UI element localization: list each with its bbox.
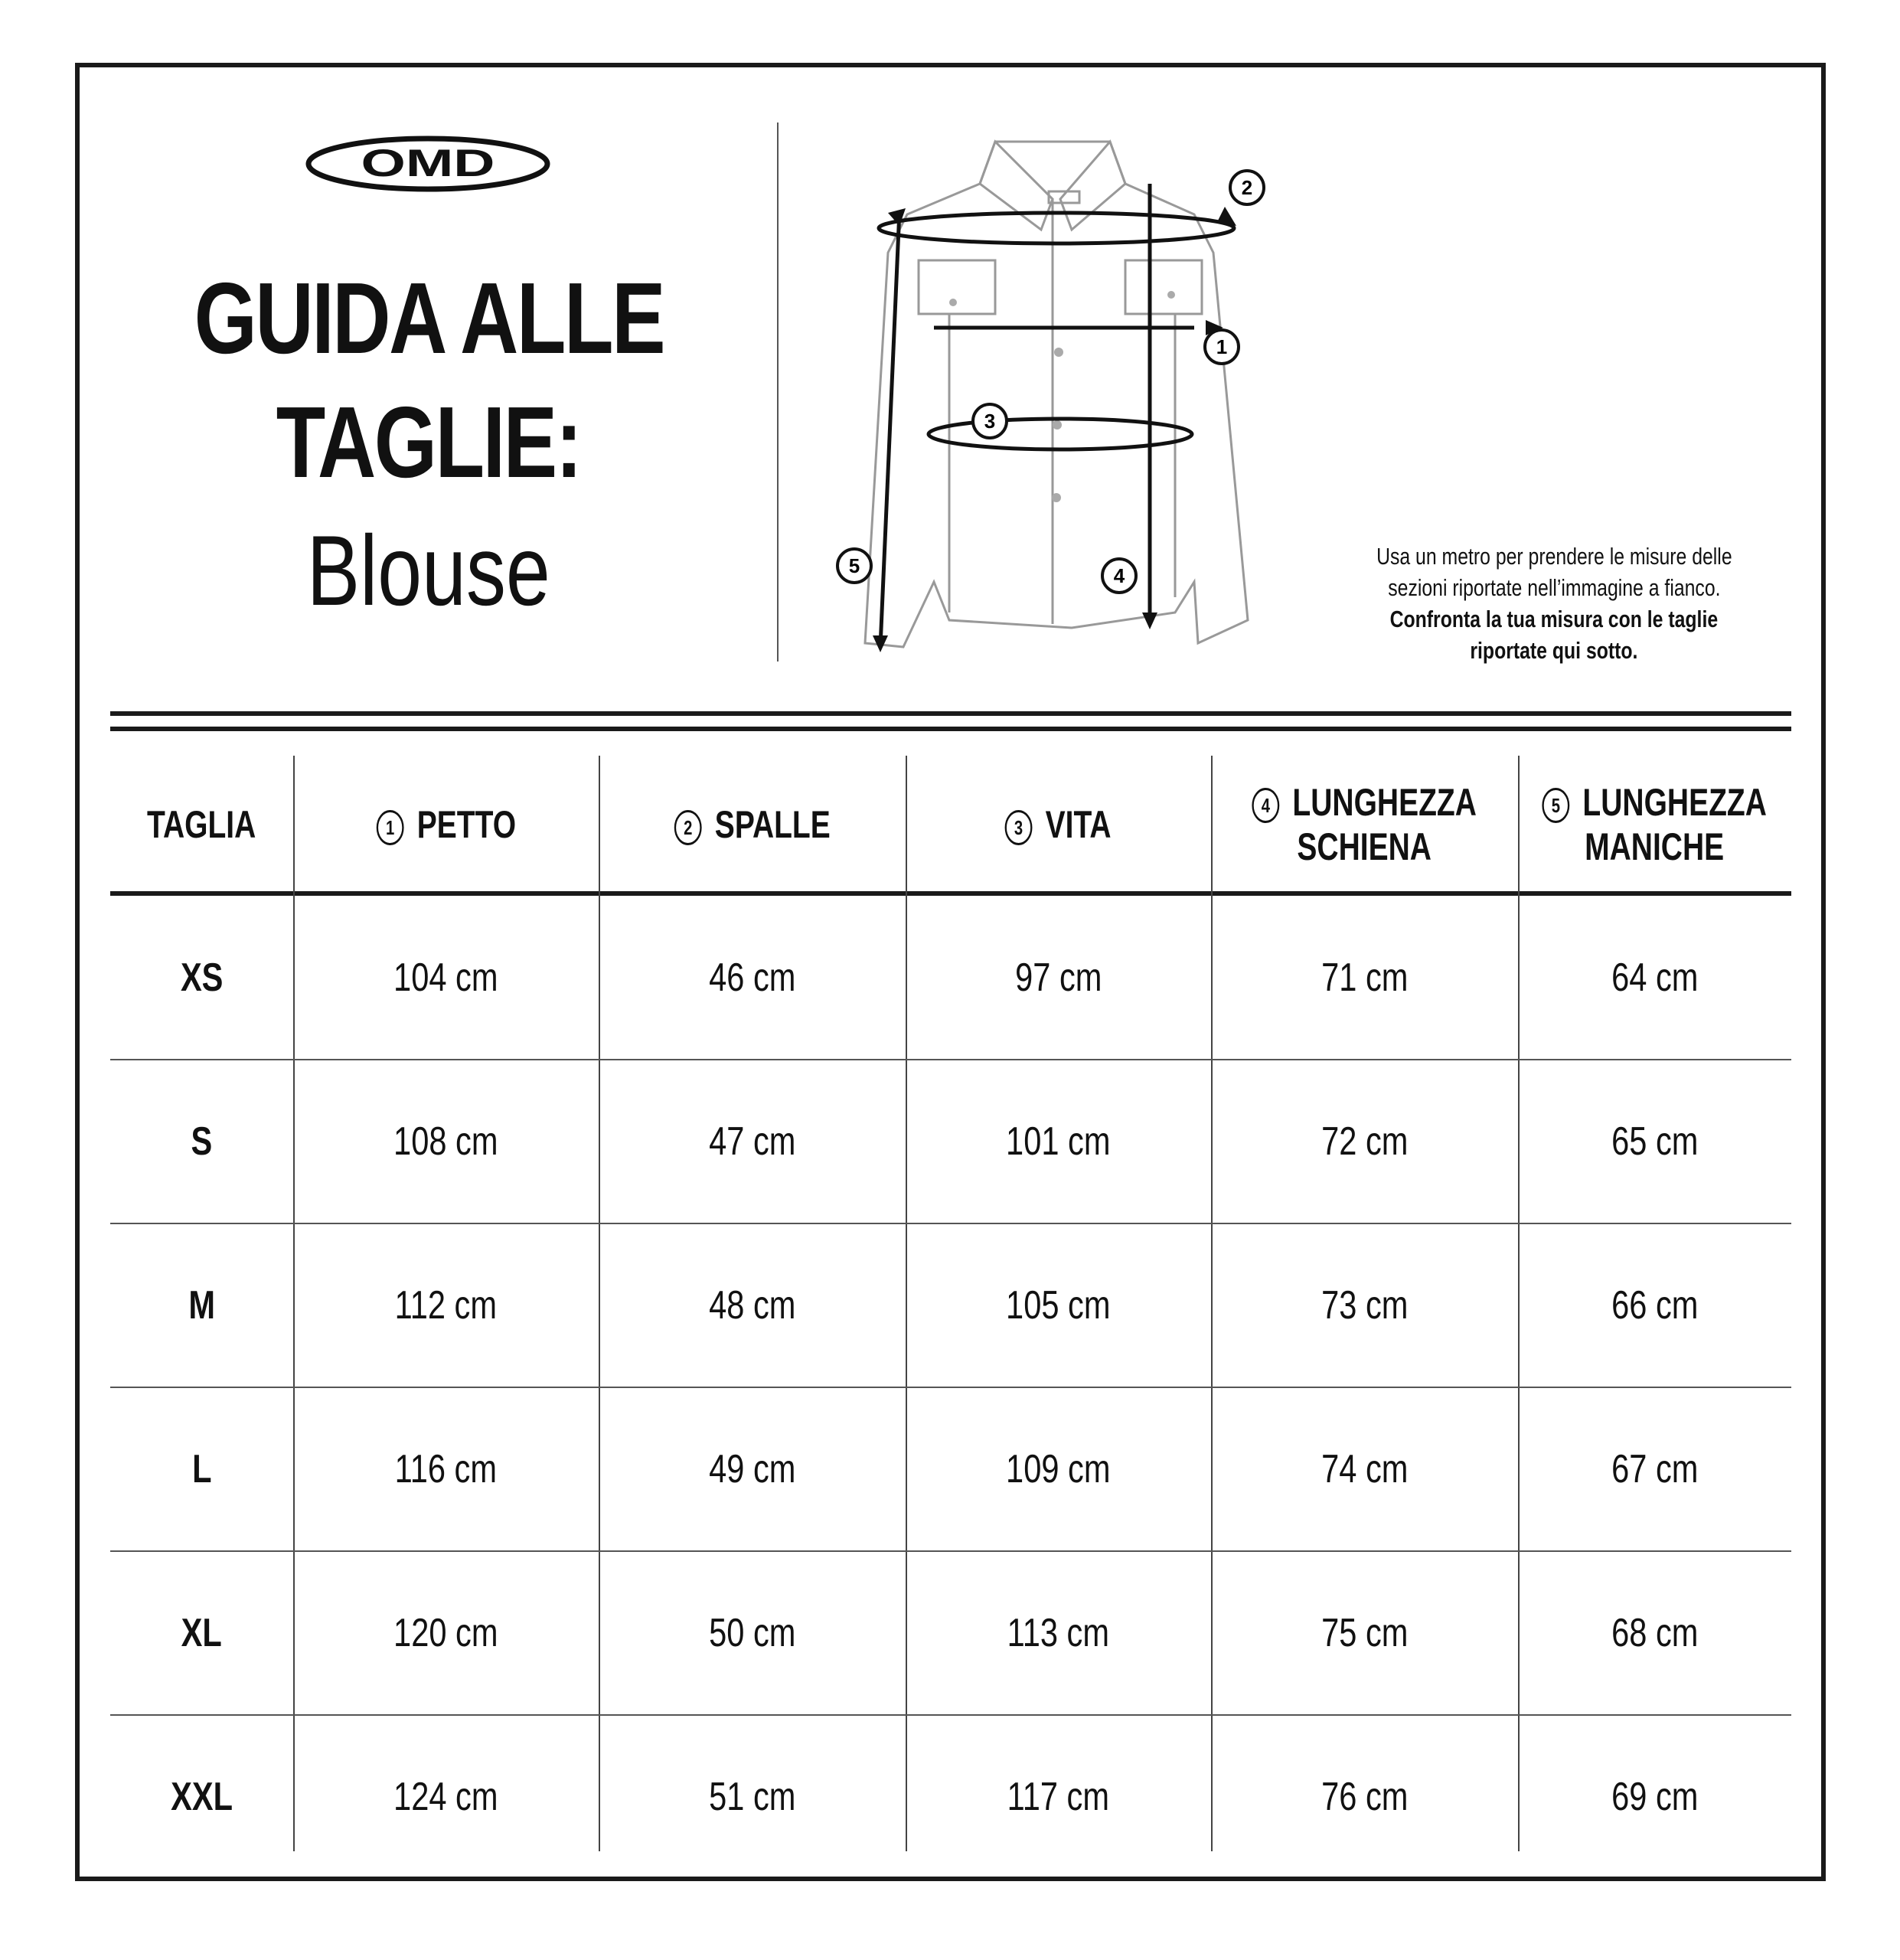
measurement-cell: 74 cm: [1321, 1447, 1409, 1491]
marker-3-icon: 3: [1005, 809, 1033, 845]
measurement-cell: 120 cm: [393, 1611, 498, 1655]
instruction-line: Usa un metro per prendere le misure dell…: [1376, 543, 1732, 570]
column-header: 3 VITA: [906, 756, 1211, 893]
measurement-cell: 47 cm: [708, 1119, 796, 1164]
measurement-cell: 51 cm: [708, 1775, 796, 1819]
measurement-cell: 104 cm: [393, 956, 498, 1000]
marker-3-icon: 3: [971, 403, 1008, 439]
measurement-arrows: [877, 184, 1236, 648]
marker-5-icon: 5: [1542, 787, 1570, 823]
marker-2-icon: 2: [1229, 169, 1265, 206]
marker-1-icon: 1: [376, 809, 404, 845]
measurement-cell: 65 cm: [1611, 1119, 1699, 1164]
instruction-line: sezioni riportate nell’immagine a fianco…: [1387, 574, 1721, 601]
marker-4-icon: 4: [1101, 557, 1138, 594]
shirt-buttons: [949, 291, 1175, 502]
size-label: L: [191, 1447, 212, 1491]
size-label: XS: [180, 956, 224, 1000]
marker-2-icon: 2: [674, 809, 702, 845]
marker-5-icon: 5: [836, 547, 873, 584]
measurement-cell: 101 cm: [1006, 1119, 1111, 1164]
column-header-label: SPALLE: [714, 803, 831, 846]
instruction-line-bold: riportate qui sotto.: [1470, 637, 1638, 664]
svg-text:5: 5: [849, 554, 860, 577]
measurement-cell: 112 cm: [394, 1283, 498, 1328]
marker-1-icon: 1: [1203, 328, 1240, 365]
column-header: 1 PETTO: [293, 756, 599, 893]
svg-text:1: 1: [1216, 335, 1227, 358]
measurement-cell: 109 cm: [1006, 1447, 1111, 1491]
arrow-heads: [873, 207, 1236, 652]
measurement-cell: 50 cm: [708, 1611, 796, 1655]
measurement-cell: 68 cm: [1611, 1611, 1699, 1655]
header-divider: [777, 122, 779, 662]
measurement-cell: 117 cm: [1007, 1775, 1110, 1819]
column-divider: [293, 756, 295, 1851]
page-frame: [75, 63, 1826, 1881]
measuring-instructions: Usa un metro per prendere le misure dell…: [1301, 541, 1807, 666]
size-label: M: [188, 1283, 215, 1328]
size-label: XL: [181, 1611, 223, 1655]
measurement-cell: 66 cm: [1611, 1283, 1699, 1328]
measurement-cell: 49 cm: [708, 1447, 796, 1491]
measurement-cell: 113 cm: [1007, 1611, 1110, 1655]
column-divider: [1518, 756, 1520, 1851]
row-divider: [110, 1550, 1791, 1552]
svg-text:4: 4: [1114, 564, 1125, 587]
measurement-cell: 69 cm: [1611, 1775, 1699, 1819]
column-divider: [906, 756, 907, 1851]
measurement-cell: 97 cm: [1014, 956, 1102, 1000]
measurement-cell: 48 cm: [708, 1283, 796, 1328]
measurement-cell: 71 cm: [1321, 956, 1409, 1000]
page-subtitle: Blouse: [307, 514, 550, 626]
column-divider: [599, 756, 600, 1851]
svg-text:2: 2: [1242, 176, 1252, 199]
row-divider: [110, 1387, 1791, 1388]
measurement-cell: 76 cm: [1321, 1775, 1409, 1819]
page-title-line1: GUIDA ALLE: [194, 262, 665, 374]
size-label: XXL: [171, 1775, 233, 1819]
omd-logo: OMD: [305, 136, 550, 192]
shirt-measurement-diagram: 1 2 3 4 5: [836, 139, 1265, 652]
svg-text:3: 3: [984, 410, 995, 433]
measurement-cell: 108 cm: [393, 1119, 498, 1164]
measurement-cell: 75 cm: [1321, 1611, 1409, 1655]
measurement-cell: 67 cm: [1611, 1447, 1699, 1491]
column-header-label: SCHIENA: [1297, 825, 1432, 868]
measurement-cell: 116 cm: [394, 1447, 498, 1491]
column-header-label: TAGLIA: [147, 803, 256, 846]
column-header-label: PETTO: [416, 803, 516, 846]
double-rule-bottom: [110, 727, 1791, 731]
row-divider: [110, 1223, 1791, 1224]
page-title-line2: TAGLIE:: [276, 386, 583, 498]
column-header-label: LUNGHEZZA: [1582, 781, 1768, 824]
header-rule: [110, 891, 1791, 896]
column-header: 5 LUNGHEZZA MANICHE: [1518, 756, 1791, 893]
column-header-label: VITA: [1046, 803, 1112, 846]
column-header: 2 SPALLE: [599, 756, 906, 893]
row-divider: [110, 1714, 1791, 1716]
measurement-cell: 124 cm: [393, 1775, 498, 1819]
measurement-cell: 64 cm: [1611, 956, 1699, 1000]
column-header-label: LUNGHEZZA: [1292, 781, 1477, 824]
column-divider: [1211, 756, 1213, 1851]
instruction-line-bold: Confronta la tua misura con le taglie: [1389, 606, 1719, 632]
measurement-cell: 72 cm: [1321, 1119, 1409, 1164]
row-divider: [110, 1059, 1791, 1060]
measurement-markers: 1 2 3 4 5: [836, 169, 1265, 594]
svg-text:OMD: OMD: [361, 142, 495, 185]
double-rule-top: [110, 711, 1791, 716]
measurement-cell: 73 cm: [1321, 1283, 1409, 1328]
column-header: 4 LUNGHEZZA SCHIENA: [1211, 756, 1518, 893]
shirt-outline: [863, 139, 1249, 648]
marker-4-icon: 4: [1252, 787, 1280, 823]
measurement-cell: 46 cm: [708, 956, 796, 1000]
measurement-cell: 105 cm: [1006, 1283, 1111, 1328]
column-header-label: MANICHE: [1585, 825, 1725, 868]
column-header: TAGLIA: [110, 756, 293, 893]
size-label: S: [191, 1119, 213, 1164]
